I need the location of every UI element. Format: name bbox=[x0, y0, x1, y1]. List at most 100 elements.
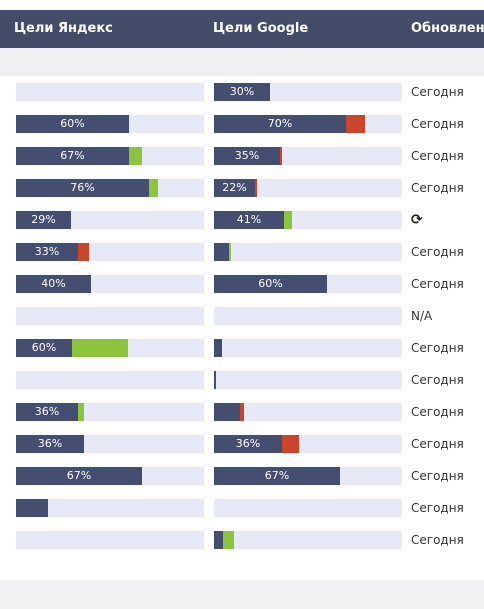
google-goal-bar bbox=[214, 339, 402, 357]
bar-fill bbox=[16, 243, 78, 261]
column-header-yandex-goals[interactable]: Цели Яндекс bbox=[14, 21, 113, 36]
google-goal-bar bbox=[214, 403, 402, 421]
google-goal-bar: 35% bbox=[214, 147, 402, 165]
bar-fill bbox=[16, 179, 149, 197]
bar-decrease-segment bbox=[280, 147, 282, 165]
refresh-icon[interactable]: ⟳ bbox=[411, 212, 423, 228]
updated-status: Сегодня bbox=[411, 373, 464, 387]
table-header: Цели Яндекс Цели Google Обновлено bbox=[0, 10, 484, 48]
yandex-goal-bar bbox=[16, 83, 204, 101]
updated-status: Сегодня bbox=[411, 341, 464, 355]
table-row[interactable]: 36% Сегодня bbox=[0, 396, 484, 428]
table-row[interactable]: Сегодня bbox=[0, 524, 484, 556]
updated-status: Сегодня bbox=[411, 469, 464, 483]
bar-percent-label: 67% bbox=[66, 469, 92, 482]
google-goal-bar bbox=[214, 243, 402, 261]
updated-status: Сегодня bbox=[411, 405, 464, 419]
google-goal-bar: 67% bbox=[214, 467, 402, 485]
table-row[interactable]: 76% 22% Сегодня bbox=[0, 172, 484, 204]
updated-status: Сегодня bbox=[411, 117, 464, 131]
bar-fill bbox=[214, 435, 282, 453]
bar-fill bbox=[214, 243, 229, 261]
bar-decrease-segment bbox=[240, 403, 244, 421]
bar-fill bbox=[16, 435, 84, 453]
updated-status: Сегодня bbox=[411, 149, 464, 163]
bar-fill bbox=[16, 403, 78, 421]
bar-fill bbox=[16, 467, 142, 485]
table-row[interactable]: 30% Сегодня bbox=[0, 76, 484, 108]
table-row[interactable]: Сегодня bbox=[0, 492, 484, 524]
bar-decrease-segment bbox=[78, 243, 89, 261]
updated-status: Сегодня bbox=[411, 501, 464, 515]
updated-status: Сегодня bbox=[411, 181, 464, 195]
bar-fill bbox=[214, 115, 346, 133]
bar-increase-segment bbox=[223, 531, 234, 549]
google-goal-bar: 41% bbox=[214, 211, 402, 229]
bar-fill bbox=[214, 467, 340, 485]
bar-fill bbox=[16, 499, 48, 517]
bar-decrease-segment bbox=[282, 435, 299, 453]
bar-percent-label: 60% bbox=[258, 277, 283, 290]
bar-percent-label: 36% bbox=[37, 437, 63, 450]
bar-increase-segment bbox=[229, 243, 231, 261]
yandex-goal-bar bbox=[16, 499, 204, 517]
column-header-updated[interactable]: Обновлено bbox=[411, 21, 484, 36]
google-goal-bar: 22% bbox=[214, 179, 402, 197]
bar-fill bbox=[16, 115, 129, 133]
bar-fill bbox=[214, 179, 255, 197]
bar-percent-label: 70% bbox=[267, 117, 293, 130]
bar-fill bbox=[16, 147, 129, 165]
google-goal-bar bbox=[214, 499, 402, 517]
google-goal-bar: 60% bbox=[214, 275, 402, 293]
google-goal-bar bbox=[214, 371, 402, 389]
yandex-goal-bar: 36% bbox=[16, 403, 204, 421]
bar-percent-label: 67% bbox=[264, 469, 290, 482]
google-goal-bar: 70% bbox=[214, 115, 402, 133]
bar-fill bbox=[214, 83, 270, 101]
yandex-goal-bar bbox=[16, 371, 204, 389]
updated-status: Сегодня bbox=[411, 245, 464, 259]
bar-fill bbox=[214, 403, 240, 421]
table-row[interactable]: 40% 60% Сегодня bbox=[0, 268, 484, 300]
bar-percent-label: 36% bbox=[235, 437, 261, 450]
bar-percent-label: 33% bbox=[34, 245, 60, 258]
bar-percent-label: 29% bbox=[31, 213, 56, 226]
bar-percent-label: 60% bbox=[60, 117, 85, 130]
table-footer bbox=[0, 580, 484, 609]
yandex-goal-bar: 60% bbox=[16, 339, 204, 357]
bar-fill bbox=[16, 275, 91, 293]
table-row[interactable]: 67% 67% Сегодня bbox=[0, 460, 484, 492]
updated-status: Сегодня bbox=[411, 437, 464, 451]
bar-fill bbox=[214, 531, 223, 549]
table-row[interactable]: 67% 35% Сегодня bbox=[0, 140, 484, 172]
yandex-goal-bar bbox=[16, 531, 204, 549]
google-goal-bar bbox=[214, 531, 402, 549]
updated-status: Сегодня bbox=[411, 277, 464, 291]
bar-increase-segment bbox=[72, 339, 128, 357]
table-row[interactable]: 33% Сегодня bbox=[0, 236, 484, 268]
bar-decrease-segment bbox=[255, 179, 257, 197]
table-row[interactable]: 29% 41% ⟳ bbox=[0, 204, 484, 236]
bar-percent-label: 35% bbox=[234, 149, 260, 162]
table-row[interactable]: N/A bbox=[0, 300, 484, 332]
table-row[interactable]: Сегодня bbox=[0, 364, 484, 396]
bar-fill bbox=[214, 275, 327, 293]
bar-fill bbox=[16, 211, 71, 229]
yandex-goal-bar: 29% bbox=[16, 211, 204, 229]
bar-percent-label: 60% bbox=[31, 341, 57, 354]
yandex-goal-bar bbox=[16, 307, 204, 325]
updated-status: Сегодня bbox=[411, 85, 464, 99]
bar-fill bbox=[214, 339, 222, 357]
column-header-google-goals[interactable]: Цели Google bbox=[213, 21, 309, 36]
table-row[interactable]: 60% 70% Сегодня bbox=[0, 108, 484, 140]
bar-increase-segment bbox=[149, 179, 158, 197]
bar-increase-segment bbox=[284, 211, 292, 229]
yandex-goal-bar: 60% bbox=[16, 115, 204, 133]
yandex-goal-bar: 33% bbox=[16, 243, 204, 261]
yandex-goal-bar: 40% bbox=[16, 275, 204, 293]
table-row[interactable]: 36% 36% Сегодня bbox=[0, 428, 484, 460]
bar-percent-label: 30% bbox=[229, 85, 255, 98]
bar-fill bbox=[214, 371, 216, 389]
table-row[interactable]: 60% Сегодня bbox=[0, 332, 484, 364]
bar-increase-segment bbox=[129, 147, 142, 165]
